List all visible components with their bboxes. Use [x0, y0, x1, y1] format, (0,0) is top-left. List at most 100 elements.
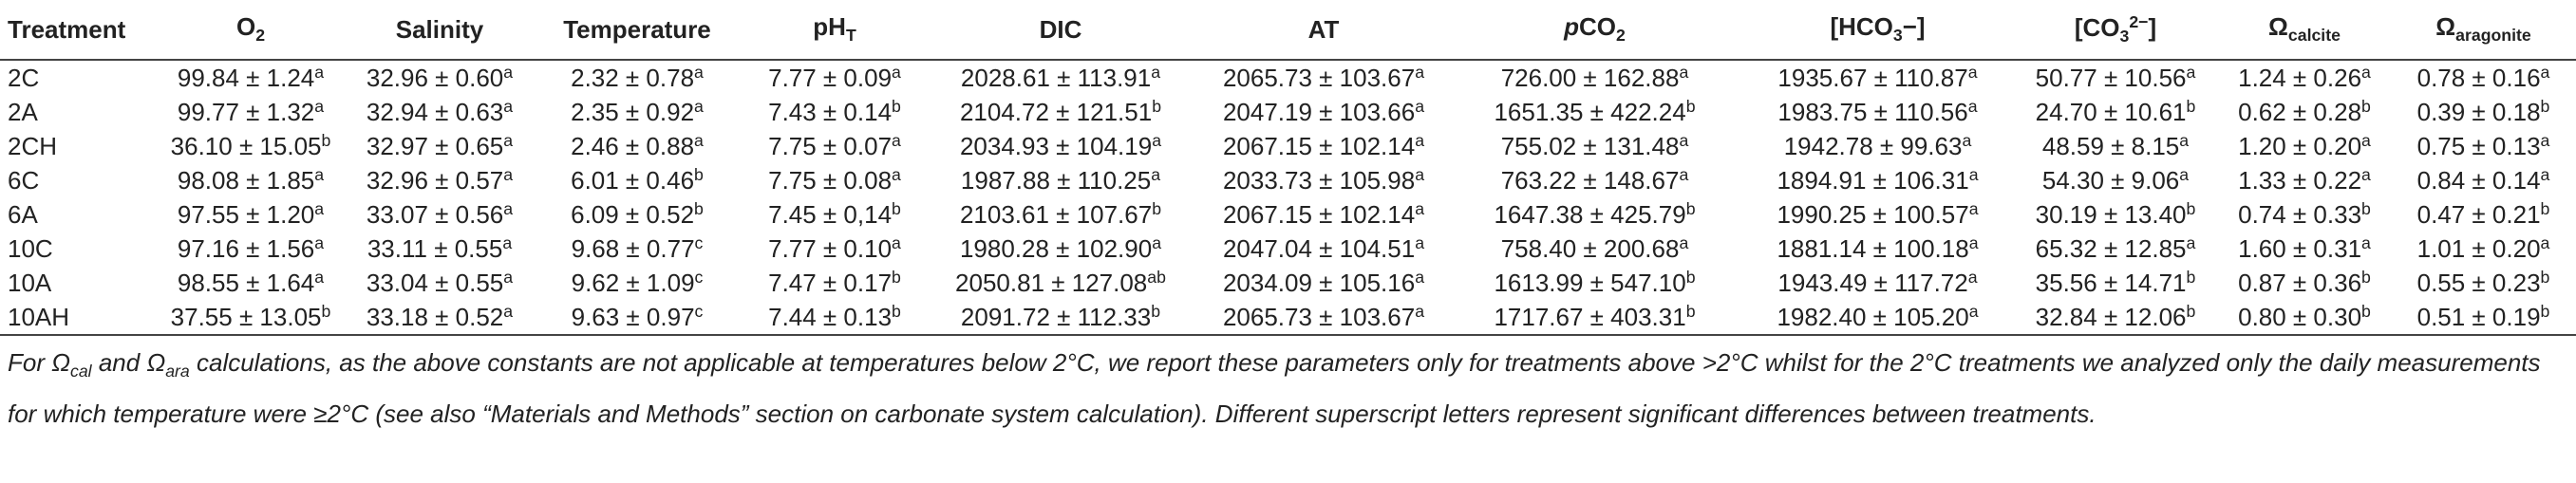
text: 0.39 ± 0.18 — [2416, 97, 2541, 126]
table-cell: 1980.28 ± 102.90a — [921, 232, 1200, 266]
table-cell: 98.08 ± 1.85a — [148, 163, 353, 197]
row-label: 2CH — [0, 129, 148, 163]
table-cell: 0.51 ± 0.19b — [2391, 300, 2576, 336]
table-cell: 48.59 ± 8.15a — [2013, 129, 2218, 163]
text: 7.44 ± 0.13 — [768, 302, 893, 331]
table-cell: 2047.19 ± 103.66a — [1200, 95, 1447, 129]
column-header: pCO2 — [1447, 0, 1742, 61]
table-cell: 1982.40 ± 105.20a — [1742, 300, 2013, 336]
table-cell: 99.84 ± 1.24a — [148, 60, 353, 95]
text: 30.19 ± 13.40 — [2035, 199, 2187, 229]
table-cell: 65.32 ± 12.85a — [2013, 232, 2218, 266]
text: 1717.67 ± 403.31 — [1494, 302, 1686, 331]
table-cell: 1894.91 ± 106.31a — [1742, 163, 2013, 197]
superscript: a — [1968, 199, 1979, 219]
table-cell: 33.07 ± 0.56a — [353, 197, 526, 232]
table-cell: 1717.67 ± 403.31b — [1447, 300, 1742, 336]
text: 1881.14 ± 100.18 — [1777, 233, 1969, 263]
column-header: Ωcalcite — [2218, 0, 2391, 61]
superscript: a — [1415, 165, 1425, 185]
table-cell: 9.68 ± 0.77c — [526, 232, 748, 266]
text: 37.55 ± 13.05 — [170, 302, 322, 331]
row-label: 6C — [0, 163, 148, 197]
text: 0.74 ± 0.33 — [2238, 199, 2362, 229]
text: 48.59 ± 8.15 — [2041, 131, 2180, 160]
table-cell: 2.46 ± 0.88a — [526, 129, 748, 163]
text: 2028.61 ± 113.91 — [960, 63, 1152, 92]
text: 7.75 ± 0.07 — [768, 131, 893, 160]
text: −] — [1902, 12, 1926, 42]
subscript: calcite — [2287, 26, 2341, 46]
text: 0.51 ± 0.19 — [2416, 302, 2541, 331]
footnote: For Ωcal and Ωara calculations, as the a… — [0, 336, 2576, 436]
row-label: 10A — [0, 266, 148, 300]
table-cell: 1651.35 ± 422.24b — [1447, 95, 1742, 129]
table-cell: 7.45 ± 0,14b — [748, 197, 921, 232]
data-table: Treatment O2 Salinity Temperature pHT DIC AT pC… — [0, 0, 2576, 336]
table-cell: 1987.88 ± 110.25a — [921, 163, 1200, 197]
superscript: b — [2361, 199, 2371, 219]
text: 2A — [8, 97, 38, 126]
table-cell: 1943.49 ± 117.72a — [1742, 266, 2013, 300]
text: 50.77 ± 10.56 — [2035, 63, 2187, 92]
table-cell: 32.94 ± 0.63a — [353, 95, 526, 129]
text: 763.22 ± 148.67 — [1500, 165, 1680, 195]
text: 9.62 ± 1.09 — [571, 268, 695, 297]
table-cell: 7.77 ± 0.10a — [748, 232, 921, 266]
superscript: b — [1685, 97, 1696, 117]
text: 32.96 ± 0.57 — [366, 165, 504, 195]
text: 1980.28 ± 102.90 — [959, 233, 1153, 263]
text: 6.09 ± 0.52 — [571, 199, 695, 229]
text: 10C — [8, 233, 53, 263]
superscript: a — [892, 233, 901, 253]
table-cell: 2034.09 ± 105.16a — [1200, 266, 1447, 300]
superscript: a — [1967, 63, 1978, 83]
text: Treatment — [8, 14, 126, 44]
table-row: 10C 97.16 ± 1.56a 33.11 ± 0.55a 9.68 ± 0.77… — [0, 232, 2576, 266]
table-cell: 758.40 ± 200.68a — [1447, 232, 1742, 266]
superscript: a — [1415, 97, 1425, 117]
table-cell: 7.77 ± 0.09a — [748, 60, 921, 95]
column-header: O2 — [148, 0, 353, 61]
table-cell: 30.19 ± 13.40b — [2013, 197, 2218, 232]
superscript: b — [1685, 268, 1696, 288]
text: 32.94 ± 0.63 — [366, 97, 504, 126]
table-row: 2C 99.84 ± 1.24a 32.96 ± 0.60a 2.32 ± 0.78a… — [0, 60, 2576, 95]
text: [HCO — [1830, 12, 1893, 42]
text: 0.84 ± 0.14 — [2416, 165, 2541, 195]
text: 1987.88 ± 110.25 — [960, 165, 1152, 195]
superscript: a — [503, 165, 514, 185]
superscript: a — [1152, 233, 1162, 253]
row-label: 2A — [0, 95, 148, 129]
text: ] — [2148, 12, 2157, 42]
text: 2047.19 ± 103.66 — [1222, 97, 1416, 126]
superscript: ab — [1147, 268, 1166, 288]
superscript: a — [1679, 131, 1689, 151]
table-cell: 2067.15 ± 102.14a — [1200, 197, 1447, 232]
table-cell: 1.60 ± 0.31a — [2218, 232, 2391, 266]
table-cell: 1935.67 ± 110.87a — [1742, 60, 2013, 95]
table-cell: 2065.73 ± 103.67a — [1200, 300, 1447, 336]
superscript: a — [503, 268, 514, 288]
table-cell: 7.47 ± 0.17b — [748, 266, 921, 300]
superscript: b — [2540, 199, 2550, 219]
text: 2103.61 ± 107.67 — [959, 199, 1153, 229]
superscript: a — [694, 63, 704, 83]
superscript: a — [2186, 63, 2196, 83]
superscript: b — [2186, 302, 2196, 322]
text: 0.80 ± 0.30 — [2238, 302, 2362, 331]
table-cell: 1647.38 ± 425.79b — [1447, 197, 1742, 232]
superscript: a — [314, 165, 325, 185]
superscript: a — [1968, 165, 1979, 185]
superscript: a — [314, 63, 325, 83]
superscript: a — [2540, 233, 2550, 253]
superscript: a — [314, 199, 325, 219]
superscript: 2− — [2129, 11, 2149, 31]
text: 32.97 ± 0.65 — [366, 131, 504, 160]
table-cell: 97.55 ± 1.20a — [148, 197, 353, 232]
subscript: aragonite — [2455, 26, 2531, 46]
superscript: b — [2361, 268, 2371, 288]
column-header: [HCO3−] — [1742, 0, 2013, 61]
text: [CO — [2074, 12, 2120, 42]
